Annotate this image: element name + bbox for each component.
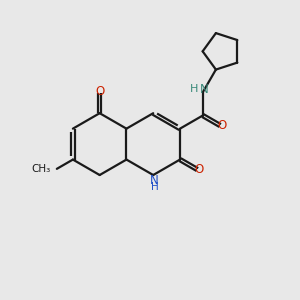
Text: O: O (194, 163, 203, 176)
Text: N: N (150, 174, 159, 187)
Text: H: H (190, 84, 198, 94)
Text: CH₃: CH₃ (31, 164, 50, 174)
Text: O: O (95, 85, 104, 98)
Text: N: N (200, 83, 208, 97)
Text: H: H (151, 182, 159, 192)
Text: O: O (217, 119, 226, 132)
